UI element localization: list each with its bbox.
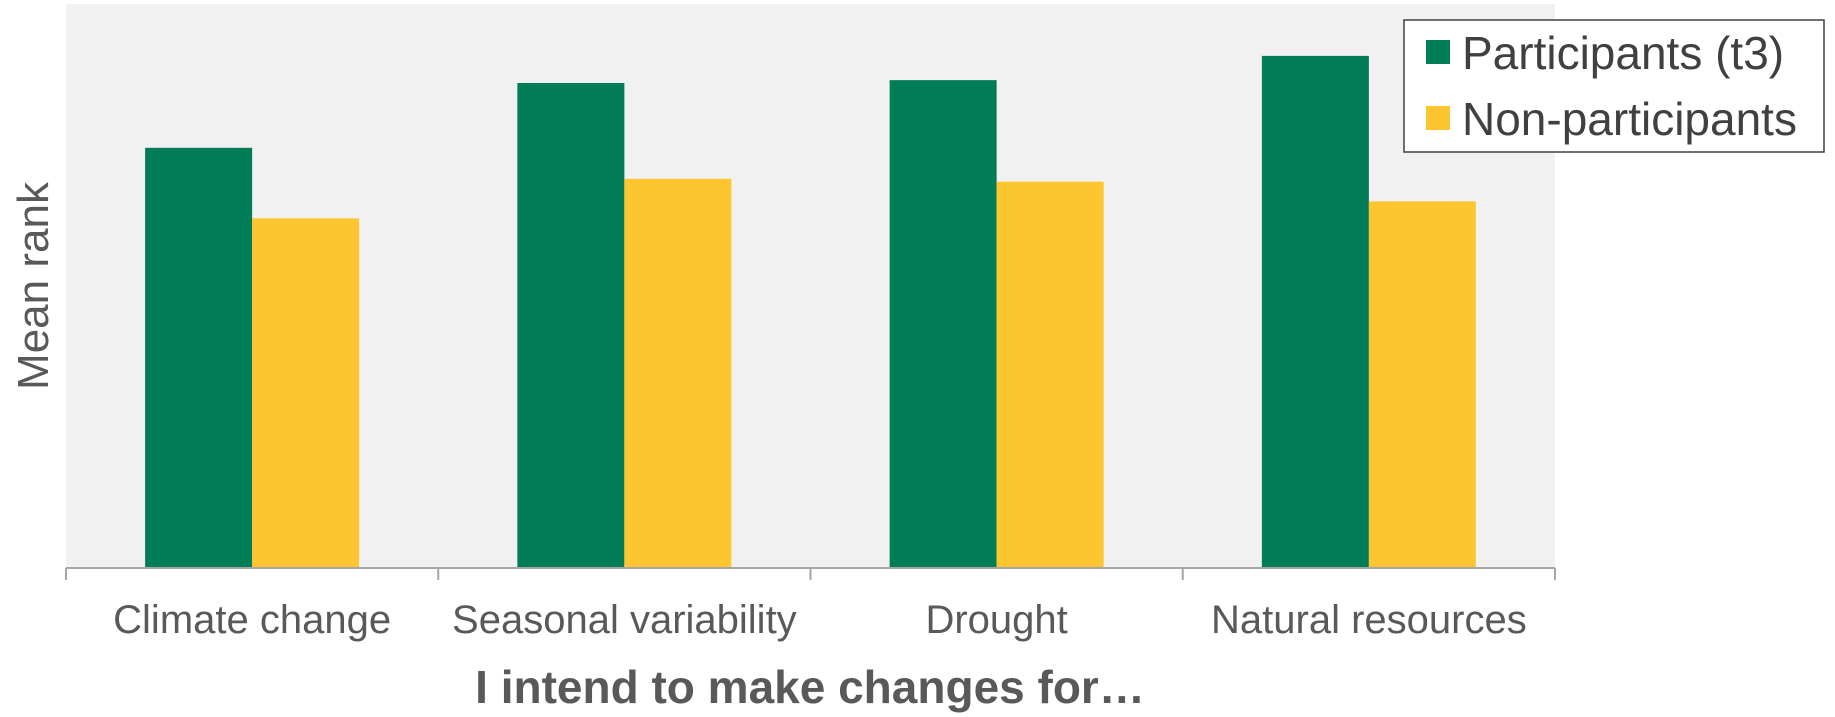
bar-non-participants-climate-change (252, 218, 360, 568)
x-tick-labels-group: Climate change Seasonal variability Drough… (113, 598, 1527, 642)
x-axis-title: I intend to make changes for… (475, 661, 1145, 713)
bar-non-participants-natural-resources (1368, 201, 1476, 568)
legend-swatch (1426, 106, 1450, 130)
legend-label: Non-participants (1462, 93, 1797, 145)
bar-non-participants-drought (996, 181, 1104, 568)
y-axis-title: Mean rank (9, 181, 58, 390)
x-tick-label: Climate change (113, 598, 391, 642)
x-tick-label: Natural resources (1211, 598, 1527, 642)
bar-participants-drought (889, 80, 997, 568)
x-tick-label: Seasonal variability (452, 598, 797, 642)
legend-label: Participants (t3) (1462, 27, 1784, 79)
bar-participants-natural-resources (1261, 55, 1369, 568)
legend-box (1403, 19, 1825, 153)
x-tick-label: Drought (925, 598, 1067, 642)
bar-participants-climate-change (145, 147, 253, 568)
bar-participants-seasonal-variability (517, 82, 625, 569)
legend-swatch (1426, 40, 1450, 64)
x-ticks-group (65, 568, 1556, 580)
bars-group (145, 55, 1476, 569)
bar-non-participants-seasonal-variability (624, 178, 732, 568)
legend: Participants (t3) Non-participants (1403, 19, 1825, 153)
